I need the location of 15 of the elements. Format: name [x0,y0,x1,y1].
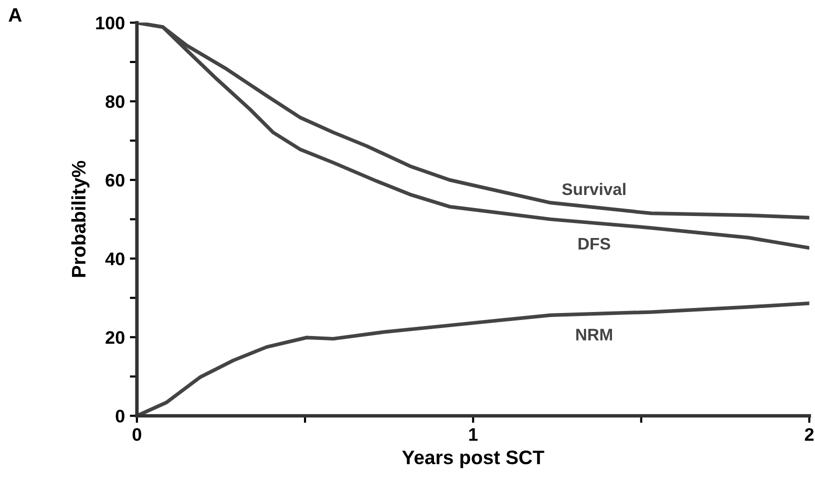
series-label: Survival [562,182,626,196]
y-tick-label: 80 [106,95,124,108]
series-label: NRM [576,328,612,340]
x-tick-label: 0 [132,428,142,441]
y-tick-label: 40 [105,252,124,266]
text: A [8,8,22,22]
x-tick-label: 2 [804,428,814,441]
series-label: DFS [578,238,610,250]
x-tick-label: 1 [469,428,478,441]
y-axis-title: Probability% [71,160,90,277]
y-tick-label: 60 [106,174,124,187]
y-tick-label: 100 [96,16,124,30]
y-tick-label: 20 [106,331,124,344]
y-tick-label: 0 [116,410,124,423]
x-axis-title: Years post SCT [402,450,544,468]
